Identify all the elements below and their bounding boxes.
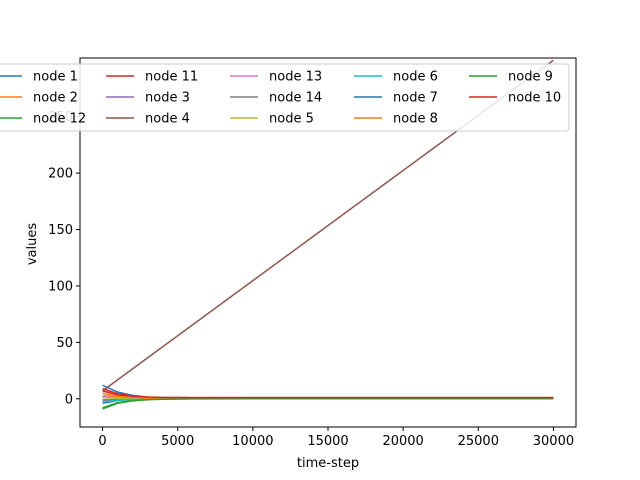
legend-entry: node 12 bbox=[0, 112, 86, 127]
legend-entry: node 3 bbox=[106, 91, 190, 106]
series-line-node-11 bbox=[102, 390, 554, 399]
legend-entry: node 7 bbox=[354, 91, 438, 106]
series-line-node-10 bbox=[102, 387, 554, 399]
legend-label: node 10 bbox=[508, 91, 561, 106]
series-line-node-12 bbox=[102, 398, 554, 409]
y-axis-label: values bbox=[25, 223, 40, 266]
series-line-node-9 bbox=[102, 398, 554, 410]
y-tick-label: 200 bbox=[48, 167, 73, 182]
legend-entry: node 13 bbox=[230, 70, 322, 85]
legend-box bbox=[0, 63, 570, 132]
legend-entry: node 1 bbox=[0, 70, 78, 85]
series-layer bbox=[102, 59, 554, 410]
legend-entry: node 5 bbox=[230, 112, 314, 127]
y-tick-label: 0 bbox=[65, 392, 73, 407]
x-tick-label: 30000 bbox=[533, 434, 574, 449]
legend-label: node 11 bbox=[145, 70, 198, 85]
legend-entry: node 14 bbox=[230, 91, 322, 106]
x-tick-label: 20000 bbox=[382, 434, 423, 449]
legend: node 1 node 2 node 12 node 11 node 3 node 4 no… bbox=[0, 63, 570, 132]
legend-label: node 13 bbox=[269, 70, 322, 85]
legend-label: node 1 bbox=[33, 70, 78, 85]
legend-entry: node 11 bbox=[106, 70, 198, 85]
legend-entry: node 8 bbox=[354, 112, 438, 127]
x-tick-label: 25000 bbox=[458, 434, 499, 449]
legend-entry: node 2 bbox=[0, 91, 78, 106]
legend-label: node 9 bbox=[508, 70, 553, 85]
y-tick-label: 100 bbox=[48, 279, 73, 294]
y-tick-label: 50 bbox=[56, 336, 73, 351]
legend-entry: node 4 bbox=[106, 112, 190, 127]
x-tick-label: 10000 bbox=[232, 434, 273, 449]
y-tick-label: 150 bbox=[48, 223, 73, 238]
legend-label: node 3 bbox=[145, 91, 190, 106]
x-axis-label: time-step bbox=[297, 456, 359, 471]
legend-entry: node 6 bbox=[354, 70, 438, 85]
x-tick-label: 0 bbox=[98, 434, 106, 449]
legend-label: node 6 bbox=[393, 70, 438, 85]
legend-entry: node 10 bbox=[469, 91, 561, 106]
legend-label: node 4 bbox=[145, 112, 190, 127]
legend-label: node 2 bbox=[33, 91, 78, 106]
legend-label: node 5 bbox=[269, 112, 314, 127]
legend-label: node 7 bbox=[393, 91, 438, 106]
legend-label: node 12 bbox=[33, 112, 86, 127]
legend-label: node 14 bbox=[269, 91, 322, 106]
x-tick-label: 5000 bbox=[161, 434, 194, 449]
x-tick-label: 15000 bbox=[307, 434, 348, 449]
legend-entry: node 9 bbox=[469, 70, 553, 85]
legend-label: node 8 bbox=[393, 112, 438, 127]
